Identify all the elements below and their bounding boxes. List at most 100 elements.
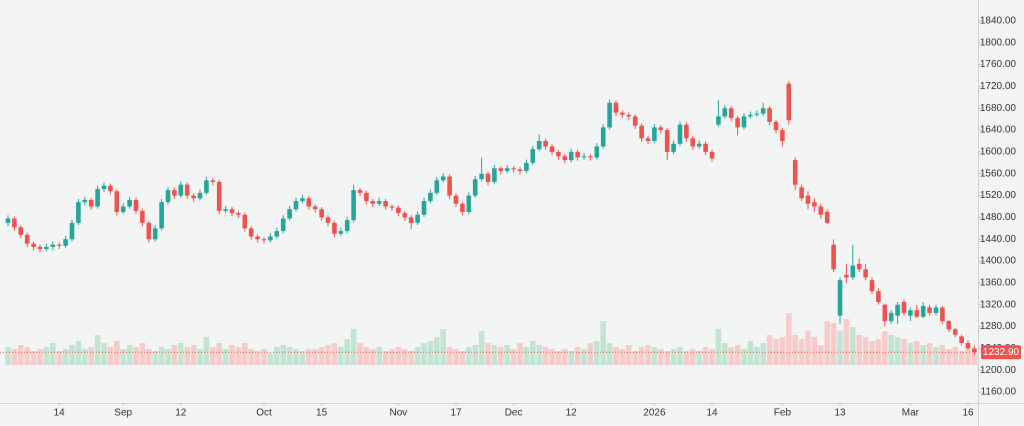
volume-bar: [184, 347, 190, 365]
volume-bar: [357, 343, 363, 365]
candle-body: [133, 199, 139, 211]
candle-body: [818, 206, 824, 215]
candle-body: [466, 195, 472, 212]
x-tick-label: Feb: [774, 408, 792, 419]
volume-bar: [274, 347, 280, 365]
candle-body: [882, 304, 888, 322]
volume-bar: [875, 339, 882, 365]
candle-body: [492, 168, 497, 182]
volume-bar: [568, 351, 574, 365]
candle-body: [108, 185, 113, 192]
candle-body: [511, 168, 516, 170]
volume-bar: [702, 347, 709, 365]
candle-body: [37, 246, 43, 250]
volume-bar: [382, 351, 389, 365]
candle-body: [408, 217, 414, 223]
candle-body: [338, 231, 344, 234]
volume-bar: [517, 343, 523, 365]
candle-body: [332, 222, 337, 234]
volume-bar: [280, 345, 286, 365]
volume-bar: [370, 349, 376, 365]
volume-bar: [30, 351, 37, 365]
candle-body: [146, 222, 152, 240]
candle-body: [652, 127, 657, 141]
volume-bar: [299, 351, 306, 365]
candle-body: [799, 187, 804, 199]
volume-bar: [600, 321, 606, 365]
y-tick-label: 1720.00: [980, 81, 1017, 92]
volume-bar: [741, 349, 747, 365]
volume-bar: [594, 341, 600, 365]
candle-body: [965, 342, 971, 349]
candle-body: [248, 228, 254, 237]
volume-bar: [766, 335, 773, 365]
y-tick-label: 1200.00: [980, 365, 1017, 376]
volume-bar: [792, 335, 798, 365]
volume-bar: [837, 331, 843, 365]
x-tick-label: Nov: [390, 408, 408, 419]
candle-body: [927, 307, 932, 313]
volume-bar: [440, 329, 446, 365]
y-tick-label: 1160.00: [981, 387, 1017, 398]
candle-body: [952, 329, 958, 335]
volume-bar: [696, 351, 702, 365]
candle-body: [165, 190, 171, 203]
volume-bar: [926, 343, 933, 365]
candle-body: [178, 184, 184, 196]
candle-body: [664, 130, 670, 152]
volume-bar: [651, 347, 658, 365]
volume-bar: [190, 345, 197, 365]
volume-bar: [248, 349, 254, 365]
candle-body: [658, 127, 664, 131]
volume-bar: [235, 347, 242, 365]
candle-body: [562, 156, 568, 161]
volume-bar: [869, 341, 875, 365]
candle-body: [236, 213, 241, 215]
volume-bar: [958, 351, 965, 365]
volume-bar: [261, 349, 267, 365]
volume-bar: [466, 347, 472, 365]
volume-bar: [581, 349, 587, 365]
candle-body: [722, 108, 728, 117]
volume-bar: [11, 349, 18, 365]
volume-bar: [312, 349, 318, 365]
candle-body: [920, 305, 926, 317]
candle-body: [831, 244, 836, 270]
candle-body: [184, 184, 190, 196]
candle-body: [908, 310, 913, 316]
volume-bar: [18, 345, 24, 365]
volume-bar: [638, 347, 645, 365]
candle-body: [786, 83, 792, 121]
candle-body: [581, 156, 587, 158]
volume-bar: [427, 341, 434, 365]
x-tick-label: 14: [706, 408, 718, 419]
volume-bar: [389, 349, 395, 365]
volume-bar: [862, 337, 869, 365]
candle-body: [325, 217, 331, 223]
volume-bar: [632, 351, 638, 365]
candle-body: [12, 218, 17, 228]
candle-body: [280, 218, 286, 232]
candle-body: [716, 116, 721, 125]
candle-body: [876, 291, 881, 303]
volume-bar: [664, 351, 670, 365]
candle-body: [191, 195, 196, 199]
y-tick-label: 1440.00: [980, 234, 1017, 245]
candle-body: [773, 121, 779, 131]
volume-bar: [434, 337, 440, 365]
y-tick-label: 1680.00: [980, 103, 1017, 114]
candle-body: [472, 179, 478, 196]
x-tick-label: 12: [175, 408, 187, 419]
candle-body: [95, 189, 100, 207]
volume-bar: [37, 349, 43, 365]
candle-body: [50, 244, 56, 247]
candle-body: [780, 130, 785, 141]
volume-bar: [350, 329, 357, 365]
volume-bar: [606, 343, 613, 365]
volume-bar: [75, 341, 82, 365]
volume-bar: [574, 347, 581, 365]
candle-body: [709, 151, 715, 159]
candle-body: [959, 336, 964, 343]
candle-body: [229, 209, 235, 214]
volume-bar: [920, 345, 926, 365]
